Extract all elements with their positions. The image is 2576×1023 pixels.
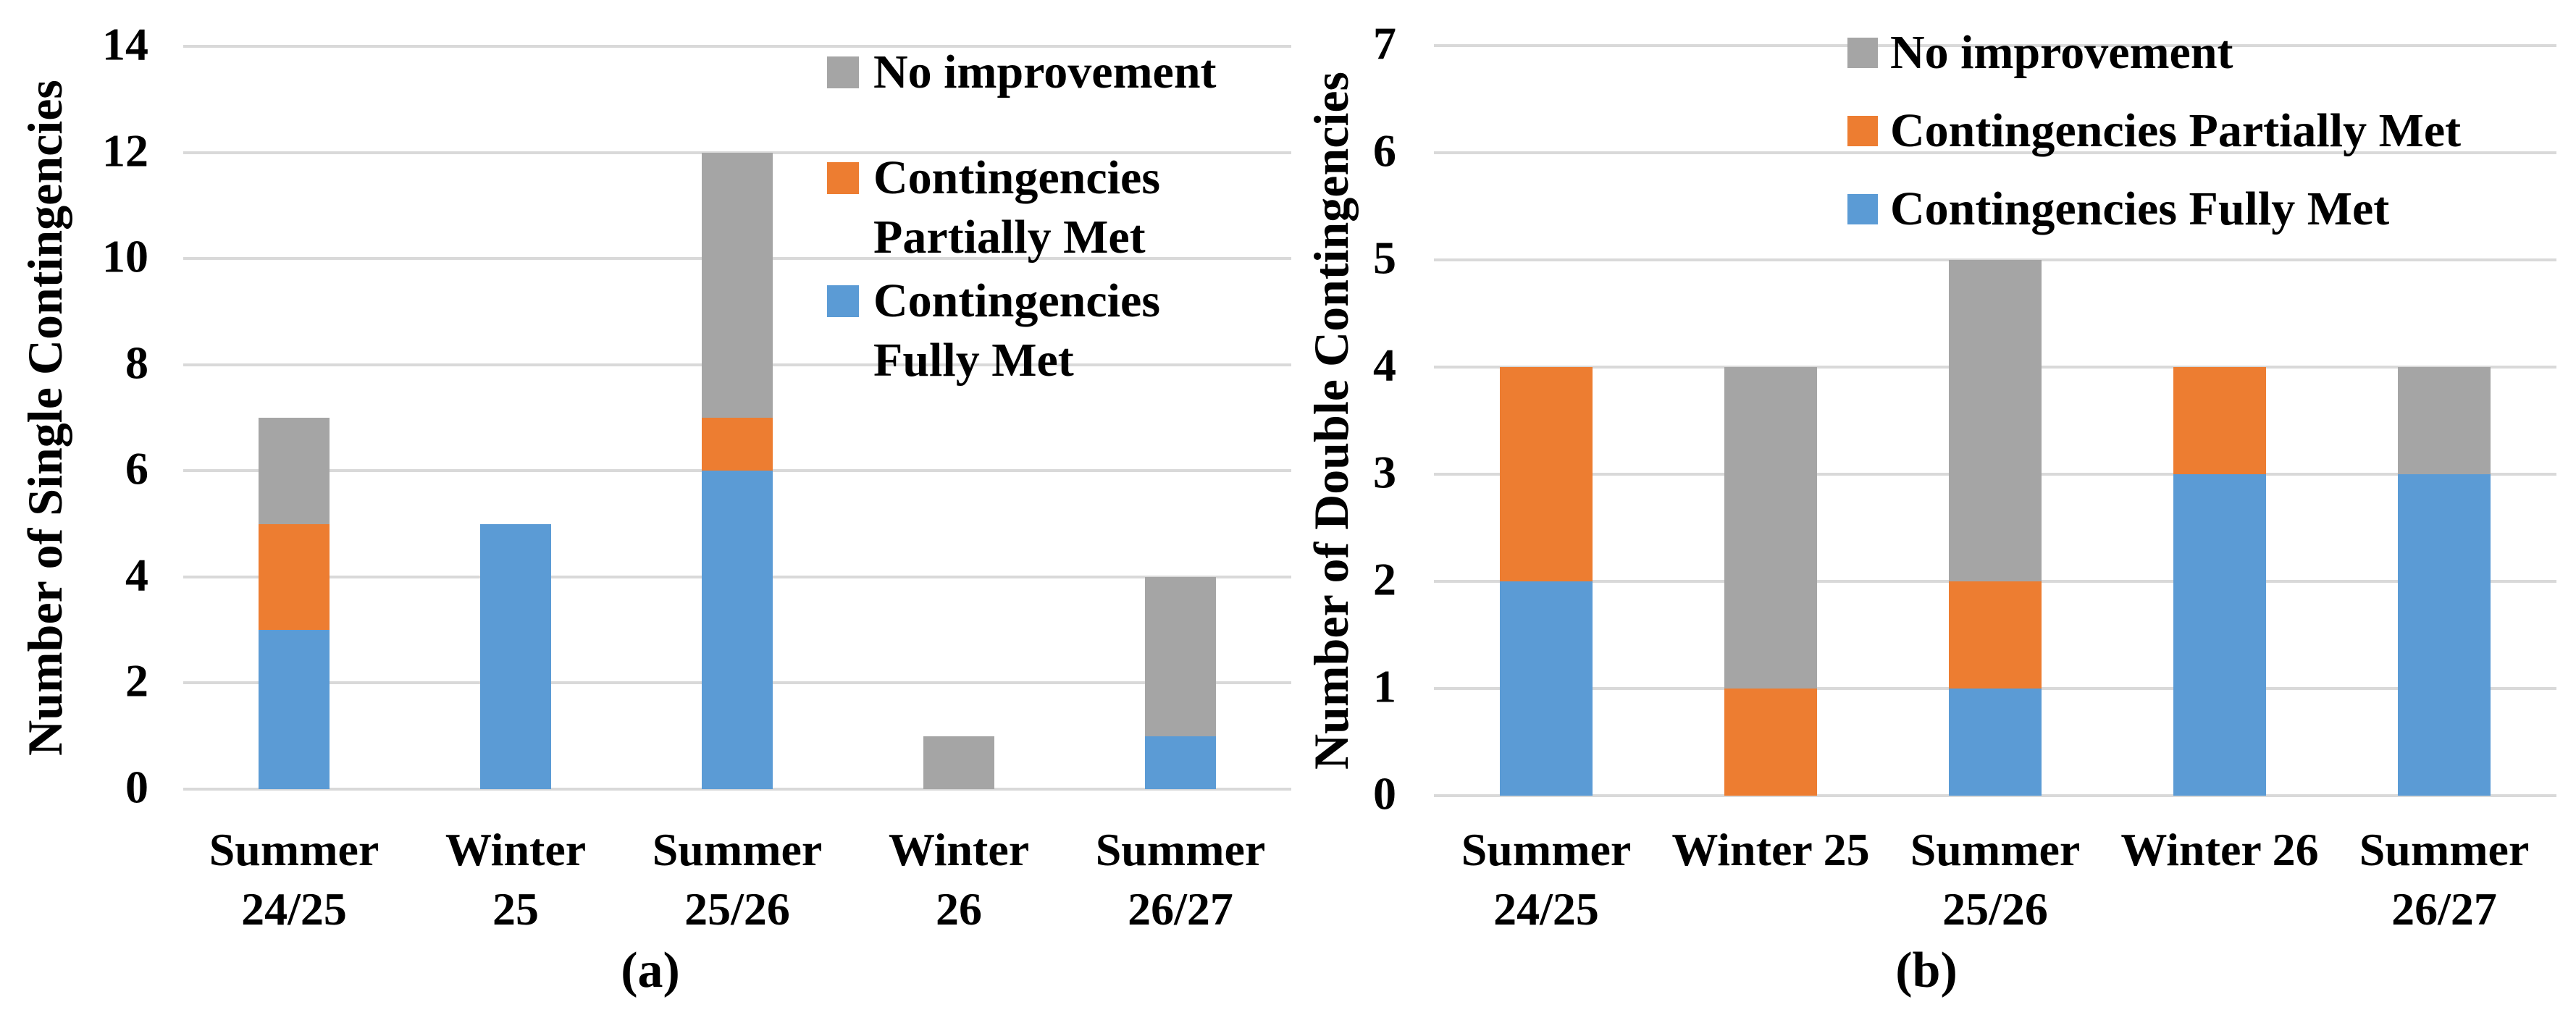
- legend-item-label: Contingencies Fully Met: [873, 274, 1160, 387]
- y-tick-label-2: 2: [1373, 553, 1396, 605]
- gridline-y-0: [1434, 794, 2556, 797]
- legend-swatch-blue: [827, 285, 859, 317]
- y-tick-label-4: 4: [1373, 339, 1396, 391]
- bar-segment: [1500, 581, 1593, 796]
- x-axis-label: Summer 24/25: [209, 824, 379, 935]
- y-tick-label-0: 0: [1373, 767, 1396, 820]
- bar-segment: [923, 736, 994, 789]
- legend-item-label: No improvement: [1890, 26, 2233, 79]
- gridline-y-7: [1434, 44, 2556, 47]
- bar-segment: [1724, 689, 1817, 796]
- bar-segment: [2398, 367, 2491, 474]
- y-tick-label-14: 14: [102, 18, 148, 70]
- x-axis-label: Summer 26/27: [2359, 824, 2530, 935]
- legend-swatch-gray: [827, 56, 859, 88]
- x-axis-label: Winter 25: [445, 824, 587, 935]
- bar-segment: [2173, 367, 2266, 474]
- bar-segment: [702, 418, 773, 471]
- y-tick-label-0: 0: [125, 761, 148, 813]
- x-axis-label: Summer 26/27: [1095, 824, 1266, 935]
- x-axis-label: Summer 24/25: [1461, 824, 1632, 935]
- y-tick-label-3: 3: [1373, 446, 1396, 498]
- gridline-y-14: [183, 45, 1291, 48]
- bar-segment: [1500, 367, 1593, 581]
- y-tick-label-1: 1: [1373, 660, 1396, 712]
- bar-segment: [1145, 576, 1216, 736]
- bar-segment: [259, 630, 330, 789]
- x-axis-label: Winter 26: [888, 824, 1030, 935]
- bar-segment: [702, 152, 773, 418]
- y-tick-label-4: 4: [125, 549, 148, 601]
- x-axis-label: Winter 25: [1671, 824, 1870, 875]
- bar-segment: [1724, 367, 1817, 689]
- caption-a: (a): [621, 943, 680, 998]
- bar-segment: [259, 418, 330, 524]
- bar-segment: [2173, 474, 2266, 796]
- gridline-y-6: [1434, 151, 2556, 154]
- bar-segment: [480, 523, 551, 789]
- y-tick-label-8: 8: [125, 337, 148, 389]
- x-axis-label: Summer 25/26: [1910, 824, 2081, 935]
- bar-segment: [259, 523, 330, 631]
- legend-item-label: Contingencies Fully Met: [1890, 182, 2390, 235]
- y-tick-label-10: 10: [102, 230, 148, 282]
- legend-item-label: No improvement: [873, 46, 1217, 98]
- y-tick-label-7: 7: [1373, 17, 1396, 70]
- bar-segment: [1949, 689, 2042, 796]
- y-tick-label-6: 6: [125, 442, 148, 494]
- bar-segment: [702, 471, 773, 789]
- bar-segment: [1949, 260, 2042, 581]
- legend-swatch-orange: [1847, 116, 1878, 146]
- bar-segment: [2398, 474, 2491, 796]
- legend-item-label: Contingencies Partially Met: [1890, 104, 2462, 157]
- bar-segment: [1949, 581, 2042, 689]
- x-axis-label: Summer 25/26: [652, 824, 823, 935]
- caption-b: (b): [1895, 943, 1958, 998]
- y-tick-label-2: 2: [125, 654, 148, 707]
- y-tick-label-6: 6: [1373, 125, 1396, 177]
- legend-swatch-blue: [1847, 194, 1878, 224]
- legend-swatch-orange: [827, 162, 859, 194]
- x-axis-label: Winter 26: [2120, 824, 2319, 875]
- legend-item-label: Contingencies Partially Met: [873, 151, 1160, 264]
- bar-segment: [1145, 736, 1216, 789]
- y-tick-label-12: 12: [102, 125, 148, 177]
- legend-swatch-gray: [1847, 38, 1878, 68]
- y-tick-label-5: 5: [1373, 232, 1396, 284]
- gridline-y-0: [183, 788, 1291, 791]
